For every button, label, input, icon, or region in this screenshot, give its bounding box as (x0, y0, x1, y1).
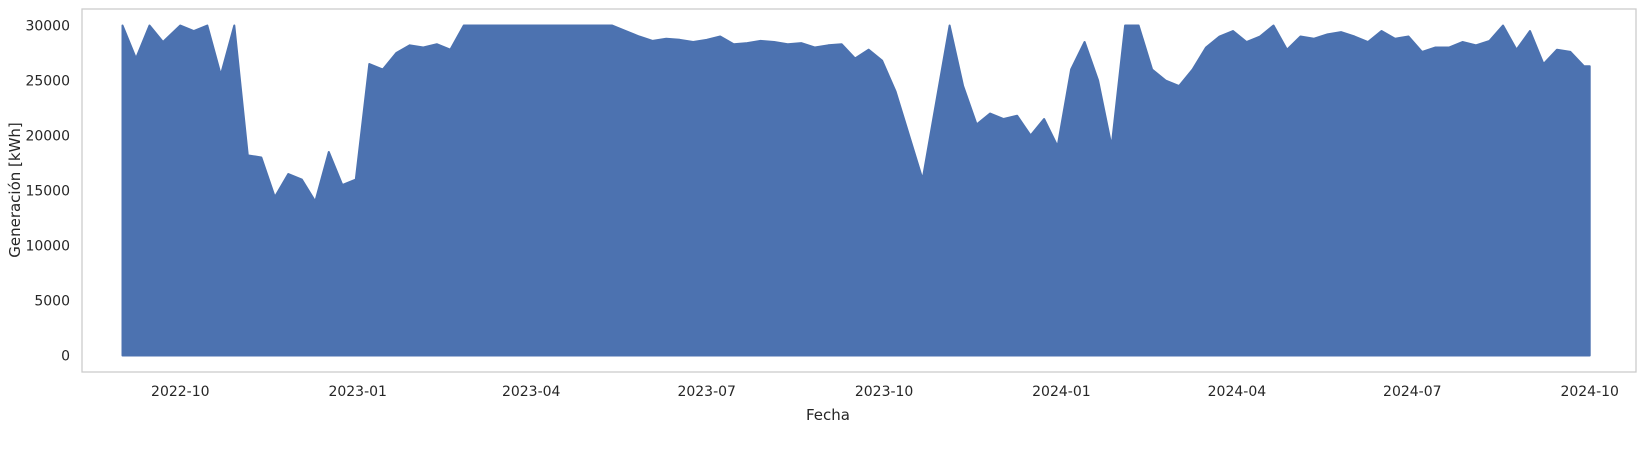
x-tick-label: 2024-07 (1383, 384, 1442, 400)
y-tick-label: 30000 (25, 19, 70, 35)
y-tick-label: 20000 (25, 129, 70, 145)
x-tick-label: 2023-10 (855, 384, 914, 400)
y-tick-label: 0 (61, 349, 70, 365)
x-tick-label: 2023-07 (677, 384, 736, 400)
y-axis-label: Generación [kWh] (6, 122, 24, 258)
x-tick-label: 2024-01 (1032, 384, 1091, 400)
y-tick-label: 10000 (25, 239, 70, 255)
y-tick-label: 25000 (25, 74, 70, 90)
x-tick-label: 2023-01 (328, 384, 387, 400)
y-tick-label: 15000 (25, 184, 70, 200)
x-tick-label: 2024-04 (1208, 384, 1267, 400)
x-tick-labels: 2022-10 2023-01 2023-04 2023-07 2023-10 2024-… (151, 384, 1619, 400)
x-tick-label: 2023-04 (502, 384, 561, 400)
y-tick-label: 5000 (34, 294, 70, 310)
x-tick-label: 2022-10 (151, 384, 210, 400)
y-tick-labels: 0 5000 10000 15000 20000 25000 30000 (25, 19, 70, 365)
x-tick-label: 2024-10 (1560, 384, 1619, 400)
x-axis-label: Fecha (806, 406, 850, 424)
series-line (121, 24, 1591, 357)
